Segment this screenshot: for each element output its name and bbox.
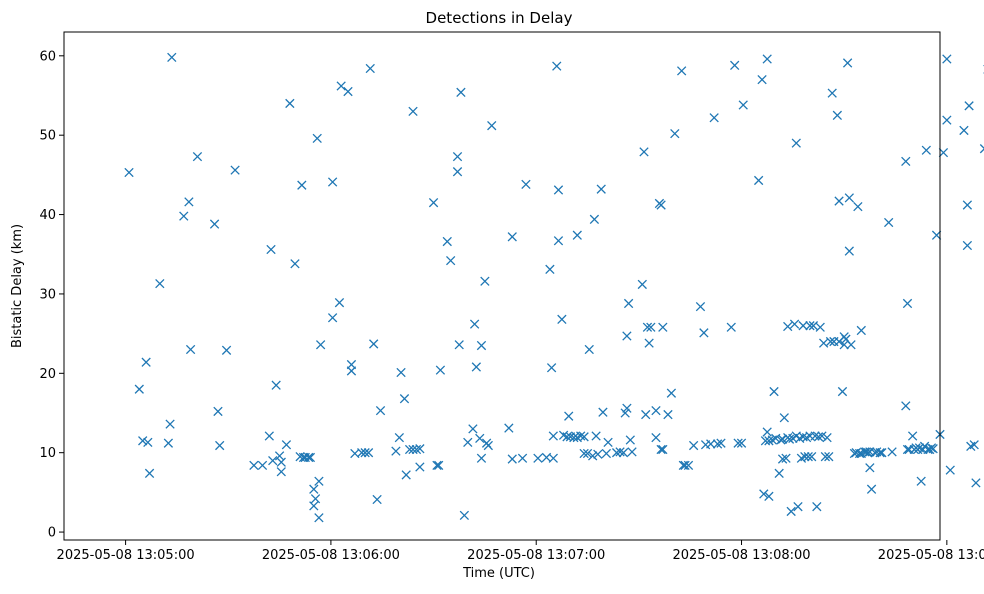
y-tick-label: 40 — [39, 208, 56, 223]
x-tick-label: 2025-05-08 13:06:00 — [262, 548, 400, 563]
x-tick-label: 2025-05-08 13:08:00 — [672, 548, 810, 563]
y-tick-label: 60 — [39, 49, 56, 64]
x-tick-label: 2025-05-08 13:05:00 — [57, 548, 195, 563]
y-tick-label: 50 — [39, 129, 56, 144]
x-tick-label: 2025-05-08 13:07:00 — [467, 548, 605, 563]
x-axis-label: Time (UTC) — [462, 566, 535, 581]
y-tick-label: 30 — [39, 287, 56, 302]
y-tick-label: 20 — [39, 367, 56, 382]
chart-title: Detections in Delay — [426, 9, 573, 27]
y-tick-label: 10 — [39, 446, 56, 461]
y-axis-label: Bistatic Delay (km) — [10, 224, 25, 348]
x-tick-label: 2025-05-08 13:09:00 — [878, 548, 984, 563]
y-tick-label: 0 — [48, 526, 56, 541]
